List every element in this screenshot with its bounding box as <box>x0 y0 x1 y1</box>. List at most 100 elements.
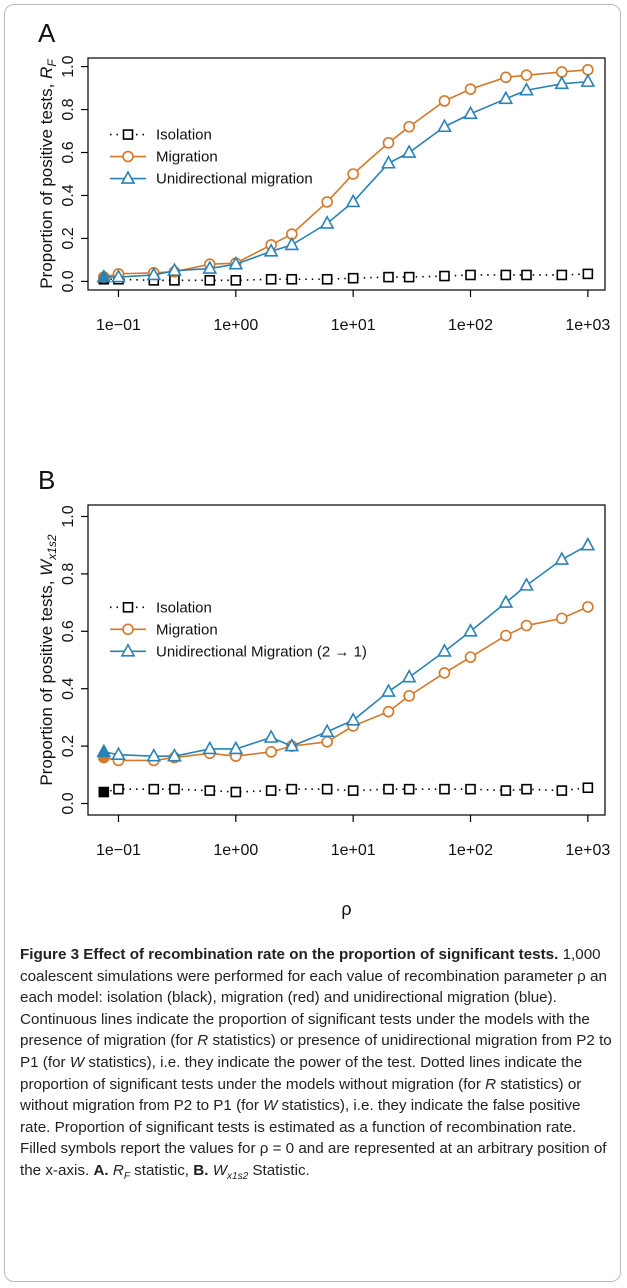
point <box>554 551 570 565</box>
point <box>519 82 534 96</box>
point <box>263 243 279 257</box>
x-axis-label: ρ <box>341 899 351 919</box>
point <box>148 783 160 795</box>
point <box>500 629 512 642</box>
point <box>286 783 298 795</box>
point <box>500 269 512 281</box>
point <box>403 783 415 795</box>
panel-label: B <box>38 465 55 495</box>
point <box>582 782 594 794</box>
caption-text: Statistic. <box>248 1161 310 1179</box>
point <box>321 736 333 748</box>
legend-marker <box>120 643 136 657</box>
caption-symbol: x1s2 <box>227 1170 249 1182</box>
y-axis-label-text: Proportion of positive tests, <box>37 79 56 289</box>
point <box>111 268 126 283</box>
point <box>167 747 182 762</box>
y-axis-label-text: Proportion of positive tests, <box>37 576 56 786</box>
caption-panel: B. <box>193 1161 209 1179</box>
point <box>113 783 124 795</box>
point <box>284 737 300 752</box>
point <box>438 667 451 679</box>
point <box>403 271 415 283</box>
point <box>96 268 112 283</box>
caption: Figure 3 Effect of recombination rate on… <box>20 944 612 1188</box>
x-tick-label: 1e+00 <box>213 317 258 334</box>
point <box>382 137 395 149</box>
point <box>437 643 452 657</box>
legend-label: Unidirectional migration <box>156 171 313 188</box>
point <box>498 90 514 105</box>
y-axis-label: Proportion of positive tests, Wx1s2 <box>37 534 59 786</box>
x-tick-label: 1e+01 <box>331 317 376 334</box>
point <box>228 740 244 755</box>
caption-symbol: R <box>197 1032 209 1050</box>
point <box>521 783 532 795</box>
caption-text: statistics), i.e. they indicate the powe… <box>20 1053 583 1093</box>
caption-symbol: W <box>212 1161 228 1179</box>
point <box>520 69 533 81</box>
point <box>381 683 396 697</box>
point <box>382 705 395 718</box>
point <box>381 155 396 169</box>
point <box>519 577 534 591</box>
legend-marker <box>122 129 134 140</box>
y-axis-label-sub: F <box>45 59 59 67</box>
legend-label: Migration <box>156 621 218 638</box>
point <box>556 269 568 281</box>
y-tick-label: 0.8 <box>60 563 77 585</box>
point <box>111 746 126 761</box>
caption-text: 1,000 coalescent simulations were perfor… <box>20 946 607 1050</box>
point <box>521 269 532 281</box>
point <box>582 268 594 280</box>
point <box>319 215 335 229</box>
point <box>554 75 570 90</box>
x-tick-label: 1e+01 <box>331 842 376 859</box>
point <box>347 168 359 180</box>
legend-label: Migration <box>156 149 218 166</box>
y-tick-label: 0.6 <box>60 141 77 163</box>
point <box>520 619 533 632</box>
point <box>465 783 476 795</box>
caption-text: statistics) or without migration from P2… <box>20 1075 582 1115</box>
point <box>321 273 333 285</box>
point <box>202 260 218 274</box>
caption-text: statistic, <box>129 1161 190 1179</box>
plot-box <box>87 504 606 816</box>
x-tick-label: 1e+02 <box>448 317 493 334</box>
y-tick-label: 0.6 <box>60 620 77 642</box>
point <box>500 71 512 84</box>
y-axis-label: Proportion of positive tests, RF <box>37 59 59 289</box>
point <box>401 144 417 158</box>
point <box>347 785 359 796</box>
point <box>439 270 450 282</box>
y-tick-label: 0.0 <box>60 270 77 292</box>
point <box>401 669 417 683</box>
point <box>230 786 242 798</box>
point <box>286 273 298 285</box>
y-tick-label: 0.2 <box>60 735 77 757</box>
y-tick-label: 0.0 <box>60 792 77 814</box>
point <box>228 256 244 270</box>
legend-label: Isolation <box>156 127 212 144</box>
legend-label: Isolation <box>156 599 212 616</box>
y-axis-label-symbol: R <box>37 67 56 79</box>
point <box>580 537 596 551</box>
point <box>580 73 596 87</box>
legend-marker <box>122 150 134 163</box>
x-tick-label: 1e−01 <box>96 317 141 334</box>
point <box>284 236 300 251</box>
y-tick-label: 1.0 <box>60 505 77 527</box>
point <box>167 262 182 276</box>
point <box>265 746 277 758</box>
plot-box <box>87 57 606 291</box>
caption-symbol: F <box>123 1170 130 1182</box>
legend-marker <box>122 623 134 636</box>
point <box>321 783 333 795</box>
point <box>498 594 514 608</box>
x-tick-label: 1e+03 <box>565 317 610 334</box>
